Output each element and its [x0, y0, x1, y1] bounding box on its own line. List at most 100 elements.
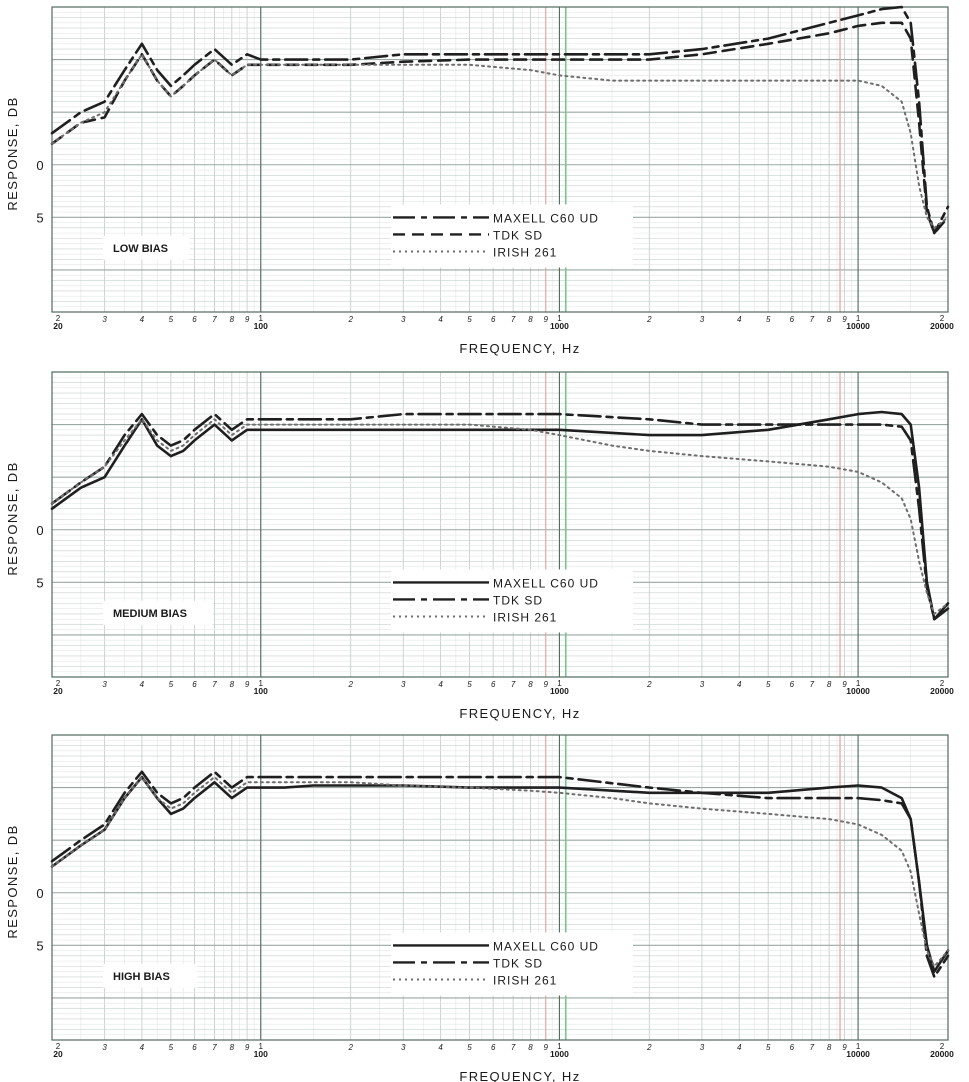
x-tick-label: 100	[254, 686, 268, 696]
x-tick-label: 5	[169, 315, 174, 324]
x-tick-label: 10000	[846, 321, 870, 331]
x-tick-label: 100	[254, 1049, 268, 1059]
x-tick-label: 7	[212, 1043, 217, 1052]
panel-label-text: LOW BIAS	[113, 243, 168, 255]
x-tick-label: 8	[528, 315, 533, 324]
x-tick-label: 6	[192, 1043, 197, 1052]
x-tick-sup: 2	[940, 679, 945, 688]
x-tick-label: 5	[169, 680, 174, 689]
x-tick-sup: 1	[856, 314, 861, 323]
legend-label: TDK SD	[493, 593, 543, 607]
x-tick-label: 3	[401, 1043, 406, 1052]
legend: MAXELL C60 UD TDK SD IRISH 261	[391, 932, 633, 996]
x-tick-label: 5	[467, 680, 472, 689]
series-line	[51, 53, 949, 229]
legend-label: IRISH 261	[493, 610, 557, 624]
y-tick-label: 0	[36, 886, 43, 901]
x-tick-label: 6	[491, 315, 496, 324]
y-tick-label: 5	[36, 210, 43, 225]
x-tick-label: 10000	[846, 1049, 870, 1059]
x-tick-sup: 1	[557, 1042, 562, 1051]
x-tick-label: 7	[511, 315, 516, 324]
x-tick-sup: 1	[259, 314, 264, 323]
x-tick-label: 4	[438, 680, 443, 689]
x-tick-sup: 1	[856, 679, 861, 688]
x-tick-label: 8	[528, 1043, 533, 1052]
x-tick-label: 20	[53, 686, 63, 696]
x-tick-sup: 2	[940, 314, 945, 323]
x-tick-label: 9	[842, 680, 847, 689]
x-tick-label: 3	[102, 315, 107, 324]
plot-frame	[51, 371, 949, 678]
x-tick-label: 6	[192, 680, 197, 689]
x-tick-label: 20000	[930, 686, 954, 696]
x-tick-label: 8	[827, 1043, 832, 1052]
x-tick-label: 3	[700, 315, 705, 324]
x-tick-label: 3	[401, 315, 406, 324]
series-line	[51, 418, 949, 615]
x-tick-label: 5	[467, 315, 472, 324]
x-tick-label: 5	[766, 315, 771, 324]
y-tick-label: 0	[36, 158, 43, 173]
x-tick-sup: 2	[56, 314, 61, 323]
y-tick-label: 0	[36, 523, 43, 538]
x-tick-label: 4	[737, 315, 742, 324]
x-tick-label: 2	[347, 680, 353, 689]
panel-label-bg	[103, 600, 213, 625]
series-line	[51, 776, 949, 968]
x-tick-sup: 2	[56, 679, 61, 688]
x-tick-label: 5	[766, 680, 771, 689]
x-tick-sup: 1	[259, 679, 264, 688]
x-tick-label: 8	[230, 1043, 235, 1052]
x-tick-label: 7	[511, 1043, 516, 1052]
x-tick-label: 100	[254, 321, 268, 331]
x-axis-title: FREQUENCY, Hz	[459, 1069, 580, 1082]
panel-label: HIGH BIAS	[103, 963, 198, 988]
x-axis-title: FREQUENCY, Hz	[459, 706, 580, 721]
x-tick-label: 6	[790, 315, 795, 324]
x-tick-label: 10000	[846, 686, 870, 696]
x-tick-label: 4	[140, 315, 145, 324]
chart-panel: MEDIUM BIAS MAXELL C60 UD TDK SD IRISH 261 0…	[5, 371, 954, 721]
legend-label: MAXELL C60 UD	[493, 576, 599, 590]
x-tick-label: 20000	[930, 1049, 954, 1059]
x-tick-label: 4	[737, 1043, 742, 1052]
x-tick-label: 8	[827, 315, 832, 324]
x-tick-label: 4	[737, 680, 742, 689]
x-tick-label: 7	[212, 680, 217, 689]
x-tick-label: 9	[544, 1043, 549, 1052]
x-tick-label: 20	[53, 321, 63, 331]
series-line	[50, 775, 950, 973]
x-tick-label: 5	[467, 1043, 472, 1052]
legend-label: MAXELL C60 UD	[493, 211, 599, 225]
grid	[51, 371, 949, 678]
x-tick-label: 9	[245, 1043, 250, 1052]
x-tick-label: 4	[140, 680, 145, 689]
x-tick-label: 9	[544, 680, 549, 689]
x-tick-label: 1000	[550, 321, 569, 331]
x-tick-label: 2	[646, 680, 652, 689]
legend-label: MAXELL C60 UD	[493, 939, 599, 953]
x-tick-label: 7	[212, 315, 217, 324]
x-tick-label: 2	[646, 315, 652, 324]
series-line	[50, 410, 950, 621]
plot-frame	[51, 734, 949, 1041]
panel-label-text: MEDIUM BIAS	[113, 608, 187, 620]
panel-label-bg	[103, 235, 190, 260]
x-tick-label: 6	[491, 680, 496, 689]
x-tick-label: 9	[245, 680, 250, 689]
x-tick-label: 1000	[550, 1049, 569, 1059]
panel-label: MEDIUM BIAS	[103, 600, 213, 625]
x-tick-label: 6	[491, 1043, 496, 1052]
x-tick-sup: 2	[56, 1042, 61, 1051]
panel-label-text: HIGH BIAS	[113, 971, 170, 983]
x-tick-label: 2	[347, 1043, 353, 1052]
x-tick-label: 7	[810, 680, 815, 689]
legend: MAXELL C60 UD TDK SD IRISH 261	[391, 569, 633, 633]
x-tick-label: 20000	[930, 321, 954, 331]
x-tick-label: 5	[766, 1043, 771, 1052]
legend-bg	[391, 204, 633, 268]
x-tick-label: 6	[790, 680, 795, 689]
